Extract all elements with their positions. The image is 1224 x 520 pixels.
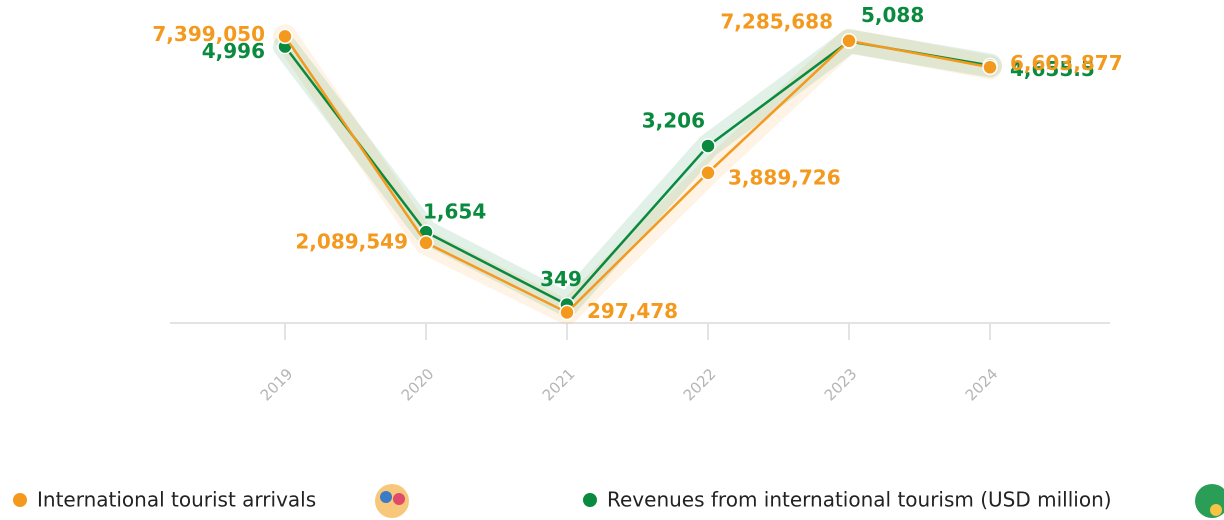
legend-icon-revenues: [1195, 484, 1224, 518]
data-label: 3,206: [642, 108, 705, 132]
point: [277, 28, 293, 45]
point: [559, 304, 575, 321]
data-label: 4,996: [202, 39, 265, 63]
data-label: 6,603,877: [1010, 51, 1123, 75]
legend-label: International tourist arrivals: [37, 488, 316, 512]
data-label: 7,399,050: [152, 22, 265, 46]
x-tick-label: 2024: [962, 365, 1002, 405]
data-label: 1,654: [423, 200, 486, 224]
data-label: 5,088: [861, 3, 924, 27]
point: [700, 165, 716, 181]
data-label: 7,285,688: [720, 9, 833, 33]
series-line: [283, 35, 991, 314]
legend-marker: [13, 493, 27, 507]
data-label: 3,889,726: [728, 165, 841, 189]
x-tick-label: 2021: [539, 365, 579, 405]
point: [982, 59, 998, 76]
x-tick-label: 2020: [398, 365, 438, 405]
point: [418, 235, 434, 251]
x-tick-label: 2023: [821, 365, 861, 405]
data-label: 349: [540, 267, 582, 291]
line-glow: [273, 29, 1002, 317]
legend-icon-arrivals: [375, 484, 409, 518]
x-tick-label: 2022: [680, 365, 720, 405]
data-label: 297,478: [587, 299, 678, 323]
point: [700, 138, 716, 154]
legend-marker: [583, 493, 597, 507]
x-tick-label: 2019: [257, 365, 297, 405]
data-label: 2,089,549: [295, 229, 408, 253]
point: [841, 33, 857, 49]
legend-label: Revenues from international tourism (USD…: [607, 488, 1112, 512]
data-label: 4,655.5: [1010, 57, 1095, 81]
